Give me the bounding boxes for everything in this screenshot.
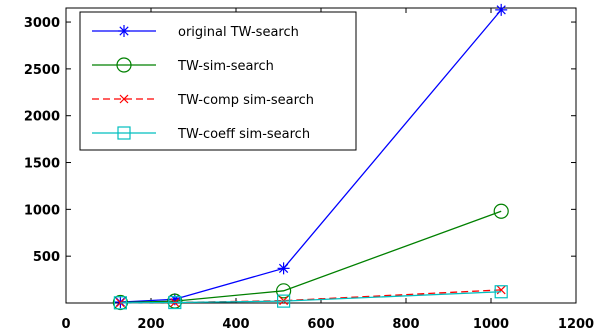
y-tick-label: 3000 <box>24 16 60 31</box>
legend-label: original TW-search <box>178 25 299 40</box>
legend-entry: original TW-search <box>92 25 299 40</box>
y-tick-label: 500 <box>33 250 60 265</box>
x-tick-label: 400 <box>222 317 249 332</box>
x-tick-label: 600 <box>307 317 334 332</box>
square-marker <box>117 126 131 140</box>
square-marker <box>494 285 508 299</box>
axes: 0 200 400 600 800 1000 1200 500 1000 1500 2000 2500… <box>24 7 594 332</box>
square-marker <box>113 296 128 310</box>
square-marker <box>277 294 291 308</box>
circle-marker <box>116 57 132 73</box>
legend-label: TW-coeff sim-search <box>177 127 310 142</box>
series-line <box>120 210 502 304</box>
series <box>113 285 508 310</box>
x-marker <box>496 285 506 295</box>
x-tick-label: 1200 <box>558 317 594 332</box>
x-tick-label: 1000 <box>473 317 509 332</box>
x-tick-label: 200 <box>137 317 164 332</box>
legend-label: TW-sim-search <box>177 59 274 74</box>
x-tick-label: 0 <box>61 317 70 332</box>
y-tick-label: 1000 <box>24 203 60 218</box>
y-tick-label: 2500 <box>24 63 60 78</box>
legend-entry: TW-comp sim-search <box>92 93 314 108</box>
series-line <box>120 291 502 304</box>
star-marker <box>118 25 130 37</box>
x-tick-label: 800 <box>392 317 419 332</box>
circle-marker <box>493 203 509 219</box>
star-marker <box>495 3 508 16</box>
legend-label: TW-comp sim-search <box>177 93 314 108</box>
star-marker <box>277 262 290 275</box>
circle-marker <box>276 283 292 299</box>
square-marker <box>168 295 182 310</box>
y-tick-label: 2000 <box>24 110 60 125</box>
y-tick-label: 1500 <box>24 157 60 172</box>
legend: original TW-search TW-sim-search TW-comp s… <box>79 11 357 151</box>
legend-entry: TW-coeff sim-search <box>92 126 310 142</box>
x-marker <box>115 298 125 308</box>
x-marker <box>119 94 129 104</box>
series-layer <box>112 3 509 311</box>
legend-entry: TW-sim-search <box>92 57 274 74</box>
series-line <box>120 9 502 303</box>
